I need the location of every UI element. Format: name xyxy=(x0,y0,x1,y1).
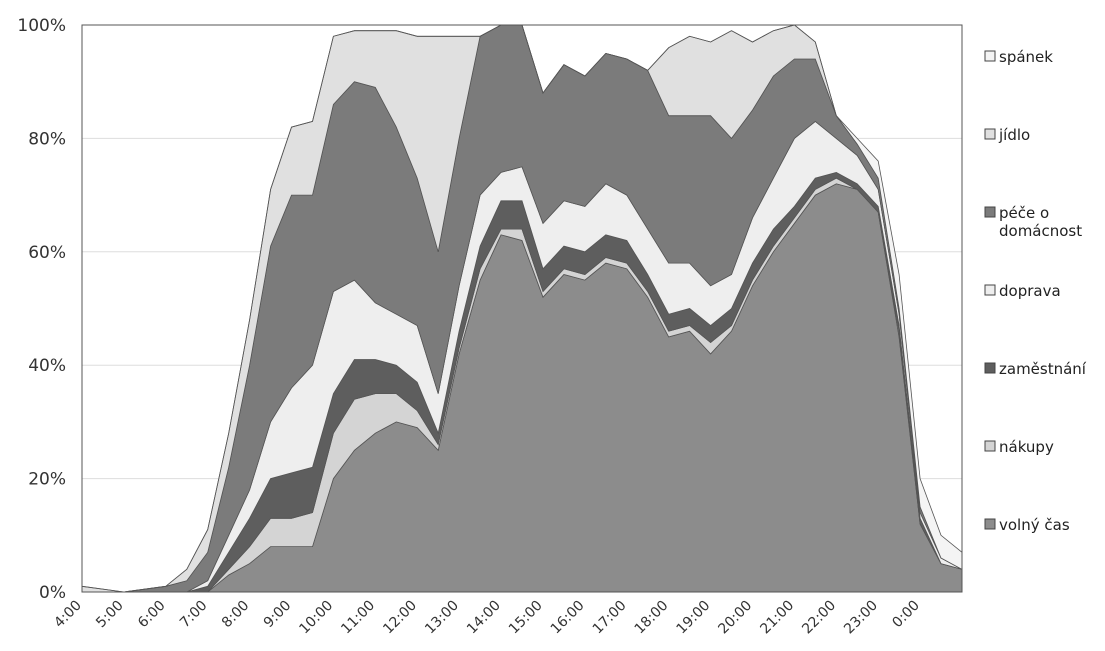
x-tick-label: 21:00 xyxy=(757,598,797,638)
x-tick-label: 15:00 xyxy=(506,598,546,638)
legend-label: zaměstnání xyxy=(999,360,1087,378)
area-series xyxy=(81,24,963,593)
x-tick-label: 13:00 xyxy=(422,598,462,638)
x-tick-label: 8:00 xyxy=(219,598,253,632)
x-tick-label: 0:00 xyxy=(889,598,923,632)
x-tick-label: 12:00 xyxy=(380,598,420,638)
y-tick-label: 0% xyxy=(39,583,66,603)
legend-swatch xyxy=(984,518,996,530)
x-tick-label: 18:00 xyxy=(632,598,672,638)
legend-label: volný čas xyxy=(999,516,1070,534)
legend-swatch xyxy=(984,128,996,140)
y-tick-label: 20% xyxy=(28,470,66,490)
legend-swatch xyxy=(984,284,996,296)
y-tick-label: 80% xyxy=(28,129,66,149)
x-tick-label: 11:00 xyxy=(338,598,378,638)
plot-area-frame xyxy=(81,24,963,593)
x-tick-label: 16:00 xyxy=(548,598,588,638)
legend-swatch xyxy=(984,50,996,62)
legend-label: péče o xyxy=(999,204,1049,222)
x-tick-label: 14:00 xyxy=(464,598,504,638)
x-tick-label: 6:00 xyxy=(135,598,169,632)
x-tick-label: 17:00 xyxy=(590,598,630,638)
x-tick-label: 5:00 xyxy=(93,598,127,632)
y-axis-labels: 0% 20% 40% 60% 80% 100% xyxy=(17,16,66,603)
legend-label: nákupy xyxy=(999,438,1054,456)
legend-swatch xyxy=(984,206,996,218)
y-tick-label: 100% xyxy=(17,16,66,36)
legend-label: doprava xyxy=(999,282,1061,300)
x-tick-label: 9:00 xyxy=(261,598,295,632)
legend-swatch xyxy=(984,362,996,374)
x-tick-label: 22:00 xyxy=(799,598,839,638)
x-tick-label: 23:00 xyxy=(841,598,881,638)
y-tick-label: 60% xyxy=(28,243,66,263)
x-tick-label: 19:00 xyxy=(674,598,714,638)
x-axis-labels: 4:00 5:00 6:00 7:00 8:00 9:00 10:00 11:00 12:00 1… xyxy=(51,598,923,638)
x-tick-label: 10:00 xyxy=(296,598,336,638)
y-tick-label: 40% xyxy=(28,356,66,376)
x-tick-label: 7:00 xyxy=(177,598,211,632)
legend-label: spánek xyxy=(999,48,1053,66)
legend-label: jídlo xyxy=(998,126,1030,144)
legend-label: domácnost xyxy=(999,222,1082,240)
x-tick-label: 20:00 xyxy=(715,598,755,638)
legend-swatch xyxy=(984,440,996,452)
